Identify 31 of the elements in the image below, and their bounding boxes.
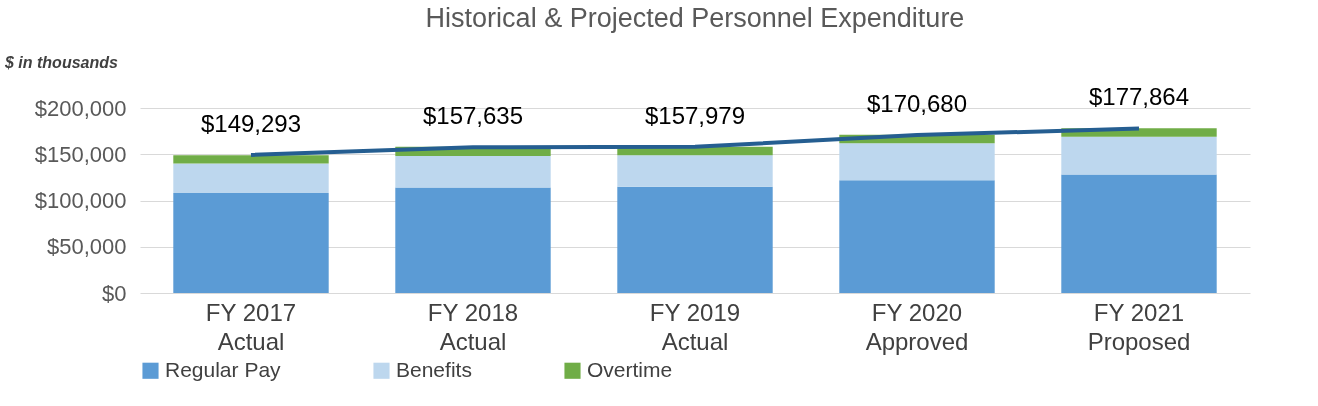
bar: [173, 163, 329, 194]
data-label: $177,864: [1088, 83, 1190, 111]
chart-title: Historical & Projected Personnel Expenditure: [425, 3, 965, 33]
legend-label: Regular Pay: [165, 357, 282, 381]
legend-label: Overtime: [587, 357, 673, 381]
bar: [617, 155, 773, 187]
x-tick-label: FY 2020 Approved: [865, 298, 969, 355]
bar: [839, 143, 995, 181]
bar: [395, 187, 551, 293]
bar: [617, 186, 773, 293]
legend-label: Benefits: [396, 357, 472, 381]
data-label: $157,635: [422, 102, 524, 130]
x-tick-label: FY 2018 Actual: [427, 298, 519, 355]
bar: [173, 193, 329, 293]
data-label: $157,979: [644, 101, 746, 129]
y-tick-label: $100,000: [34, 188, 127, 213]
y-tick-label: $50,000: [46, 234, 127, 260]
bar: [839, 180, 995, 293]
bar: [395, 156, 551, 188]
bar: [1061, 174, 1217, 293]
y-tick-label: $150,000: [34, 141, 127, 167]
y-tick-label: $200,000: [34, 95, 127, 121]
x-tick-label: FY 2019 Actual: [649, 298, 741, 355]
bar: [173, 155, 329, 164]
text: $ in thousands: [4, 54, 118, 71]
bar: [1061, 136, 1217, 175]
data-label: $149,293: [200, 109, 302, 137]
y-tick-label: $0: [102, 280, 127, 306]
x-tick-label: FY 2017 Actual: [205, 298, 297, 355]
data-label: $170,680: [866, 90, 968, 118]
x-tick-label: FY 2021 Proposed: [1087, 298, 1191, 355]
